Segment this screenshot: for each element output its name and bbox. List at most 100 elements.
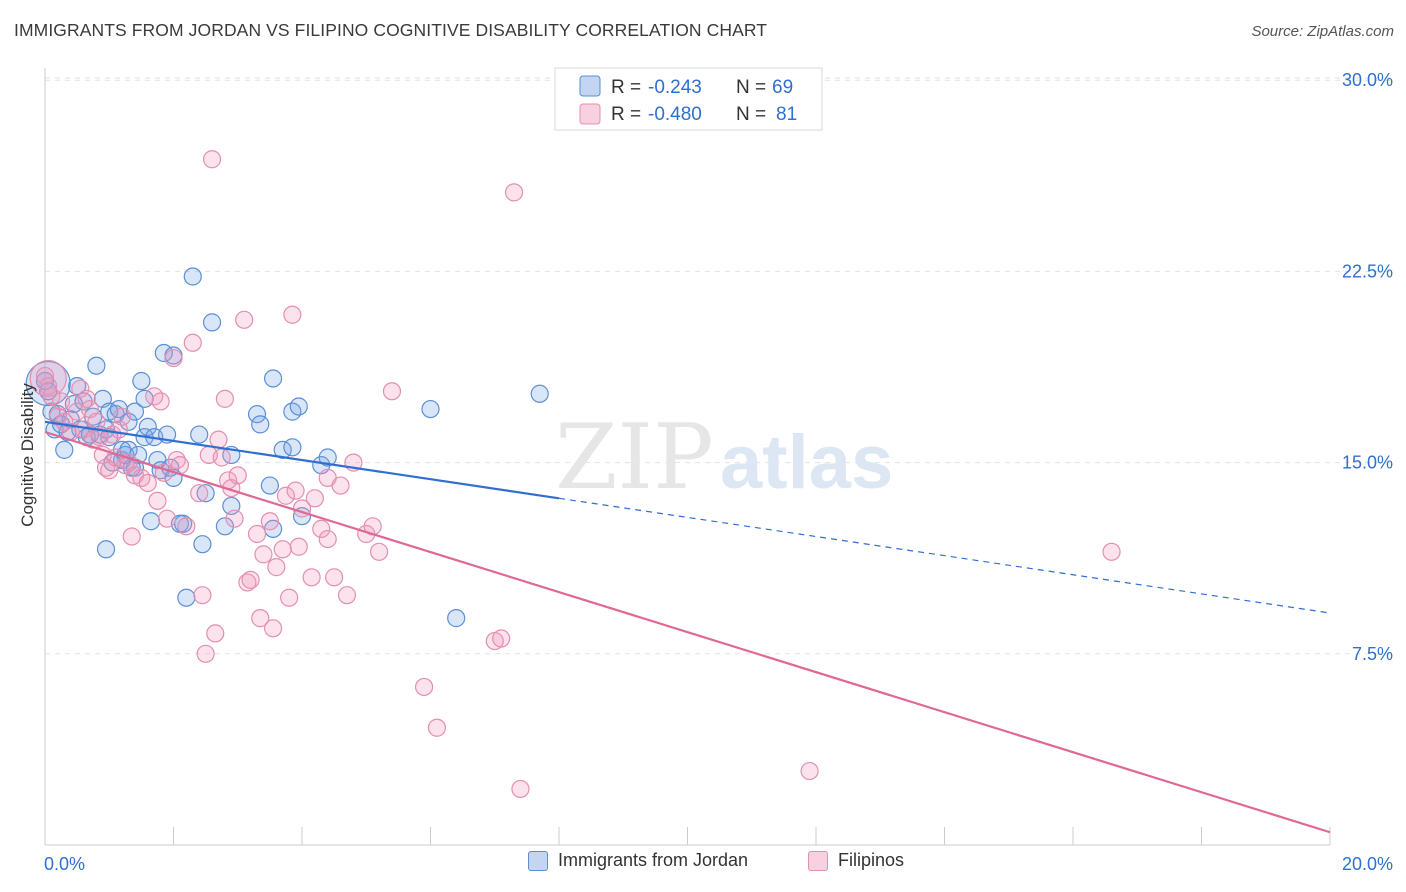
point-filipino [196,644,215,663]
y-tick-label: 7.5% [1352,644,1393,664]
legend-bottom: Immigrants from Jordan Filipinos [0,850,1406,880]
point-filipino [212,448,231,467]
watermark: ZIP atlas [555,405,893,510]
source-label: Source: ZipAtlas.com [1251,23,1394,40]
point-jordan [190,425,209,444]
point-filipino [167,450,186,470]
point-filipino [325,568,344,587]
point-filipino [276,486,296,505]
point-jordan [174,514,193,533]
point-filipino [71,379,90,398]
point-jordan [289,397,308,416]
legend-top-n-value: 69 [772,77,793,98]
point-jordan [96,540,116,559]
legend-top-n-label: N = [736,104,766,125]
point-filipino [247,524,267,544]
point-filipino [280,588,299,607]
y-axis-label: Cognitive Disability [18,383,37,527]
point-filipino [382,382,402,401]
legend-label-filipino: Filipinos [838,850,905,870]
point-filipino [267,558,286,577]
x-tick-label: 0.0% [44,854,85,874]
series-filipino-points [29,150,1121,799]
point-filipino [164,348,183,368]
point-filipino [312,519,331,538]
point-jordan [183,267,202,286]
point-filipino [414,677,434,697]
point-filipino [209,430,228,449]
point-jordan [530,384,549,403]
y-tick-label: 22.5% [1342,261,1393,281]
legend-label-jordan: Immigrants from Jordan [558,850,749,870]
y-tick-label: 30.0% [1342,70,1393,90]
point-filipino [302,568,321,587]
point-jordan [292,507,312,526]
point-filipino [511,779,530,799]
point-filipino [283,305,302,324]
legend-top: R = -0.243 N = 69 R = -0.480 N = 81 [554,67,823,131]
point-filipino [228,466,247,485]
tick-labels: 7.5% 15.0% 22.5% 30.0% 0.0% 20.0% [44,70,1393,874]
legend-top-r-label: R = [611,104,641,125]
point-jordan [251,415,270,434]
watermark-zip: ZIP [555,405,714,510]
point-filipino [235,310,254,329]
point-filipino [1102,542,1121,561]
point-jordan [318,448,337,467]
trend-lines [44,420,1331,834]
axes [44,68,1331,846]
point-jordan [202,313,222,332]
point-filipino [492,629,511,648]
legend-top-n-value: 81 [776,104,797,125]
point-filipino [427,718,447,737]
trend-line-filipino [44,430,1331,834]
point-jordan [215,517,234,536]
point-filipino [263,619,283,638]
point-filipino [225,509,244,528]
point-filipino [800,761,819,781]
point-jordan [263,369,283,388]
legend-top-swatch-filipino [579,103,601,125]
point-filipino [289,537,308,556]
point-filipino [138,473,157,493]
point-jordan [55,440,74,459]
point-jordan [193,535,212,554]
point-filipino [29,359,67,398]
point-filipino [318,529,337,549]
point-jordan [138,417,157,437]
point-filipino [190,484,209,503]
point-jordan [132,371,151,391]
legend-top-r-value: -0.480 [648,104,702,125]
point-filipino [112,407,132,426]
point-jordan [260,476,279,495]
point-filipino [35,366,55,386]
legend-item-filipino[interactable]: Filipinos [808,850,904,871]
legend-top-n-label: N = [736,77,766,98]
point-jordan [35,371,55,391]
point-jordan [141,512,161,531]
legend-item-jordan[interactable]: Immigrants from Jordan [528,850,748,871]
y-tick-label: 15.0% [1342,453,1393,473]
point-filipino [273,540,292,559]
point-jordan [196,484,215,503]
point-filipino [331,476,350,495]
point-filipino [241,570,260,589]
legend-top-r-value: -0.243 [648,77,702,98]
chart-title: IMMIGRANTS FROM JORDAN VS FILIPINO COGNI… [14,20,768,40]
point-filipino [151,392,170,411]
point-jordan [87,356,106,375]
point-filipino [77,389,96,408]
grid-lines [45,77,1395,655]
point-filipino [238,573,257,592]
x-tick-label: 20.0% [1342,854,1393,874]
point-filipino [337,586,357,605]
trend-line-jordan-extension [558,497,1331,614]
point-filipino [177,517,196,536]
point-jordan [247,405,267,424]
point-jordan [421,399,440,419]
legend-swatch-jordan [528,850,548,871]
point-filipino [148,491,167,510]
point-filipino [504,183,524,202]
point-jordan [283,438,302,457]
